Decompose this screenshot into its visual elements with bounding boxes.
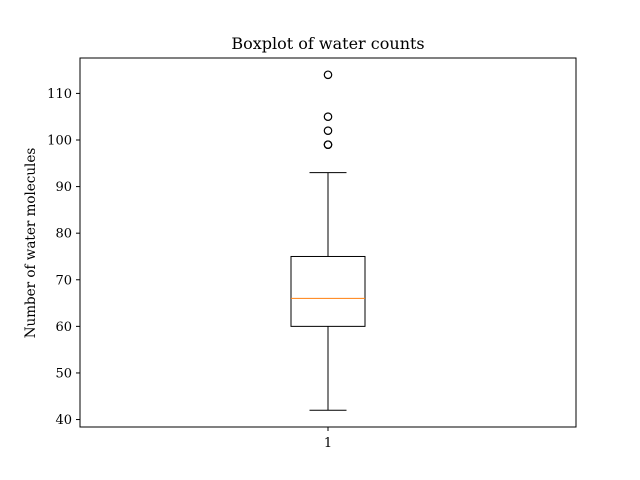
y-tick-label: 110	[47, 87, 72, 102]
iqr-box	[290, 255, 366, 327]
outlier-point	[323, 70, 333, 80]
y-axis-label: Number of water molecules	[23, 148, 39, 339]
outlier-point	[323, 140, 333, 149]
y-tick-label: 80	[55, 227, 72, 242]
y-tick-label: 90	[55, 180, 72, 195]
outlier-point	[323, 126, 333, 135]
outlier-point	[323, 112, 333, 122]
y-tick-label: 100	[47, 134, 72, 149]
y-tick-label: 40	[55, 413, 72, 428]
chart-title: Boxplot of water counts	[231, 34, 424, 53]
y-tick-label: 60	[55, 320, 72, 335]
x-tick-label: 1	[324, 436, 332, 451]
y-tick-label: 50	[55, 366, 72, 381]
y-tick-label: 70	[55, 273, 72, 288]
